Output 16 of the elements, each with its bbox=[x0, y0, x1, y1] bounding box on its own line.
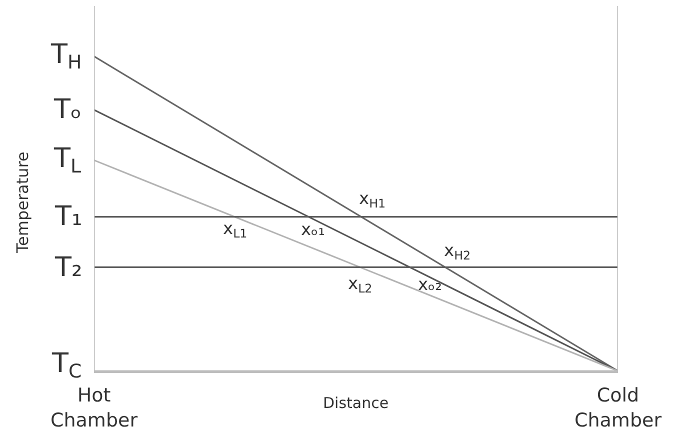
series-label: Tₒ bbox=[53, 94, 82, 125]
annotation: x$_{H1}$ bbox=[359, 189, 386, 211]
x-tick-label: Cold Chamber bbox=[574, 384, 662, 432]
annotation: x$_{L1}$ bbox=[223, 219, 248, 241]
series-label: T₁ bbox=[54, 201, 82, 232]
ref-line-label: T$_{C}$ bbox=[51, 348, 82, 383]
x-axis-title: Distance bbox=[323, 394, 389, 412]
series-label: T$_{H}$ bbox=[50, 39, 82, 74]
series-label: T$_{L}$ bbox=[53, 143, 82, 178]
annotation: xₒ₂ bbox=[418, 275, 442, 295]
x-tick-label: Hot Chamber bbox=[50, 384, 138, 432]
annotation: xₒ₁ bbox=[301, 220, 325, 240]
series-label: T₂ bbox=[54, 252, 82, 283]
annotation: x$_{L2}$ bbox=[348, 274, 372, 296]
annotation: x$_{H2}$ bbox=[444, 241, 471, 263]
y-axis-title: Temperature bbox=[13, 152, 32, 254]
